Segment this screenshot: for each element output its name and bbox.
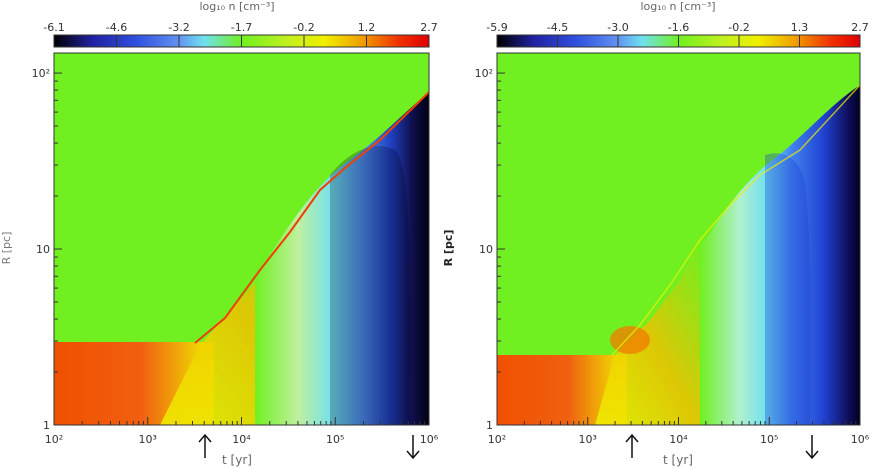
colorbar-tick-label: 2.7 — [851, 21, 869, 34]
x-tick-label: 10⁵ — [760, 433, 778, 446]
heatmap-right — [496, 52, 861, 426]
x-tick-label: 10⁵ — [326, 433, 344, 446]
y-tick-label: 1 — [486, 419, 493, 432]
y-tick-label: 1 — [43, 419, 50, 432]
y-tick-label: 10 — [36, 243, 50, 256]
arrow-down-right — [805, 435, 819, 460]
x-tick-label: 10⁴ — [669, 433, 688, 446]
x-tick-label: 10⁶ — [420, 433, 439, 446]
colorbar-tick-label: -3.0 — [607, 21, 628, 34]
colorbar-tick-label: -0.2 — [728, 21, 749, 34]
arrow-down-left — [406, 435, 420, 460]
x-tick-label: 10³ — [579, 433, 597, 446]
x-axis-label-left: t [yr] — [222, 453, 252, 467]
colorbar-tick-label: -1.6 — [668, 21, 689, 34]
colorbar-label-right: log₁₀ n [cm⁻³] — [640, 0, 715, 13]
x-axis-label-right: t [yr] — [663, 453, 693, 467]
colorbar-tick-label: -4.6 — [106, 21, 127, 34]
y-axis-label-right: R [pc] — [442, 230, 455, 267]
colorbar-tick-label: 1.2 — [358, 21, 376, 34]
front-line-left — [194, 91, 430, 344]
colorbar-tick-label: -0.2 — [293, 21, 314, 34]
front-line-right — [611, 84, 861, 356]
colorbar-tick-label: -3.2 — [168, 21, 189, 34]
y-axis-label-left: R [pc] — [0, 232, 13, 265]
x-tick-label: 10⁶ — [851, 433, 870, 446]
x-tick-label: 10² — [488, 433, 506, 446]
colorbar-tick-label: 2.7 — [420, 21, 438, 34]
x-tick-label: 10³ — [139, 433, 157, 446]
colorbar-tick-label: -5.9 — [486, 21, 507, 34]
x-tick-label: 10⁴ — [232, 433, 251, 446]
arrow-up-right — [625, 433, 639, 458]
colorbar-tick-label: -6.1 — [43, 21, 64, 34]
y-tick-label: 10² — [32, 67, 50, 80]
colorbar-tick-label: 1.3 — [791, 21, 809, 34]
y-tick-label: 10 — [479, 243, 493, 256]
heatmap-left — [53, 52, 430, 426]
colorbar-tick-label: -4.5 — [547, 21, 568, 34]
right-panel: -5.9 -4.5 -3.0 -1.6 -0.2 1.3 2.7 log₁₀ n [cm⁻³… — [442, 0, 870, 467]
arrow-up-left — [198, 433, 212, 458]
y-tick-label: 10² — [475, 67, 493, 80]
colorbar-tick-label: -1.7 — [231, 21, 252, 34]
colorbar-label-left: log₁₀ n [cm⁻³] — [199, 0, 274, 13]
left-panel: -6.1 -4.6 -3.2 -1.7 -0.2 1.2 2.7 log₁₀ n [cm⁻³… — [0, 0, 439, 467]
x-tick-label: 10² — [45, 433, 63, 446]
